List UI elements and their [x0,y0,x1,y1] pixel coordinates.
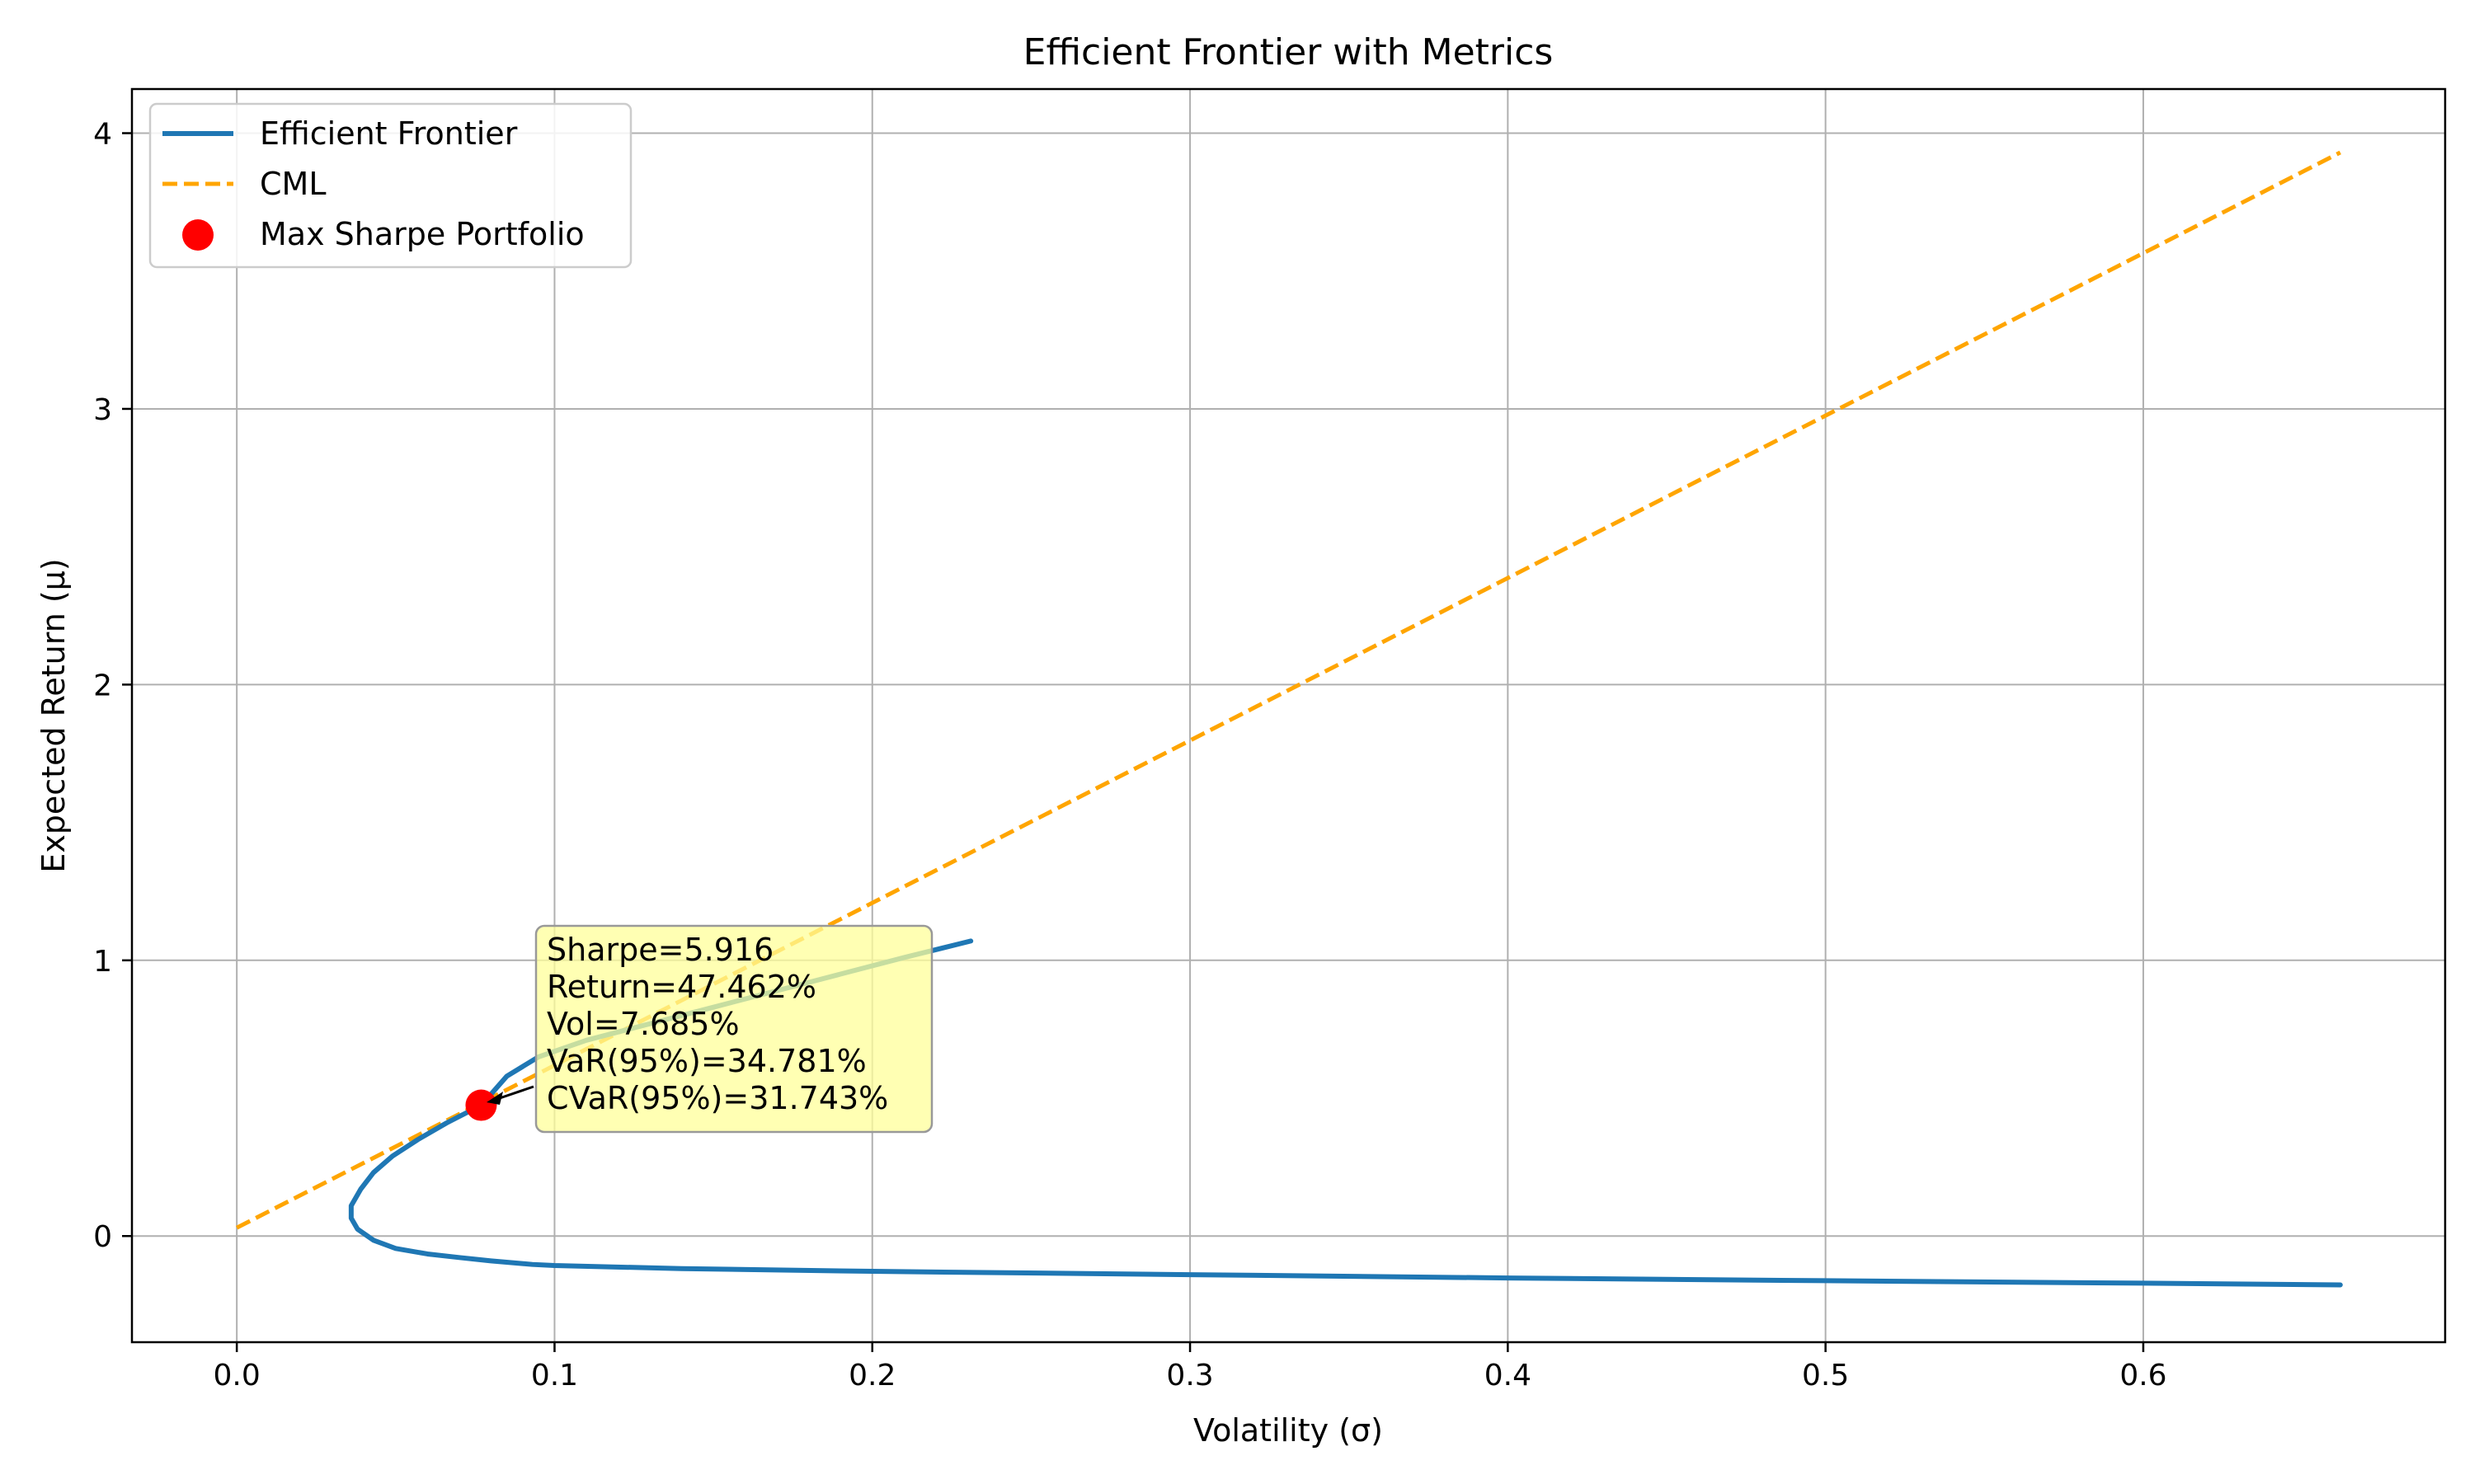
legend-cml-label: CML [260,166,327,202]
y-tick-label: 0 [93,1220,112,1254]
legend-frontier-label: Efficient Frontier [260,115,518,152]
annotation-line-cvar: CVaR(95%)=31.743% [547,1080,888,1116]
y-axis-label: Expected Return (μ) [35,558,72,872]
annotation-box [534,924,934,1134]
max-sharpe-point [465,1089,497,1121]
legend-max-sharpe-marker [182,219,214,251]
x-tick-label: 0.1 [531,1359,578,1392]
annotation: Sharpe=5.916 Return=47.462% Vol=7.685% V… [487,924,934,1134]
x-tick-label: 0.0 [214,1359,261,1392]
tick-layer: 0.0 0.1 0.2 0.3 0.4 0.5 0.6 0 1 2 3 4 [93,118,2167,1392]
annotation-arrow-head [487,1092,503,1105]
legend: Efficient Frontier CML Max Sharpe Portfo… [148,102,633,269]
legend-max-sharpe-label: Max Sharpe Portfolio [260,216,585,252]
annotation-line-sharpe: Sharpe=5.916 [547,932,774,968]
x-tick-label: 0.3 [1166,1359,1213,1392]
y-tick-label: 4 [93,118,112,152]
plot-area-frame [130,87,2447,1344]
legend-frame [148,102,633,269]
y-tick-label: 3 [93,393,112,427]
annotation-line-var: VaR(95%)=34.781% [547,1043,867,1079]
chart-title: Efficient Frontier with Metrics [1023,31,1554,73]
x-tick-label: 0.5 [1802,1359,1849,1392]
x-axis-label: Volatility (σ) [1193,1412,1383,1449]
x-tick-label: 0.6 [2119,1359,2166,1392]
y-tick-label: 1 [93,945,112,979]
marker-layer [465,1089,497,1121]
x-tick-label: 0.4 [1484,1359,1531,1392]
annotation-line-return: Return=47.462% [547,969,816,1005]
grid-layer [132,89,2445,1342]
y-tick-label: 2 [93,669,112,702]
annotation-line-vol: Vol=7.685% [547,1006,740,1042]
x-tick-label: 0.2 [849,1359,896,1392]
